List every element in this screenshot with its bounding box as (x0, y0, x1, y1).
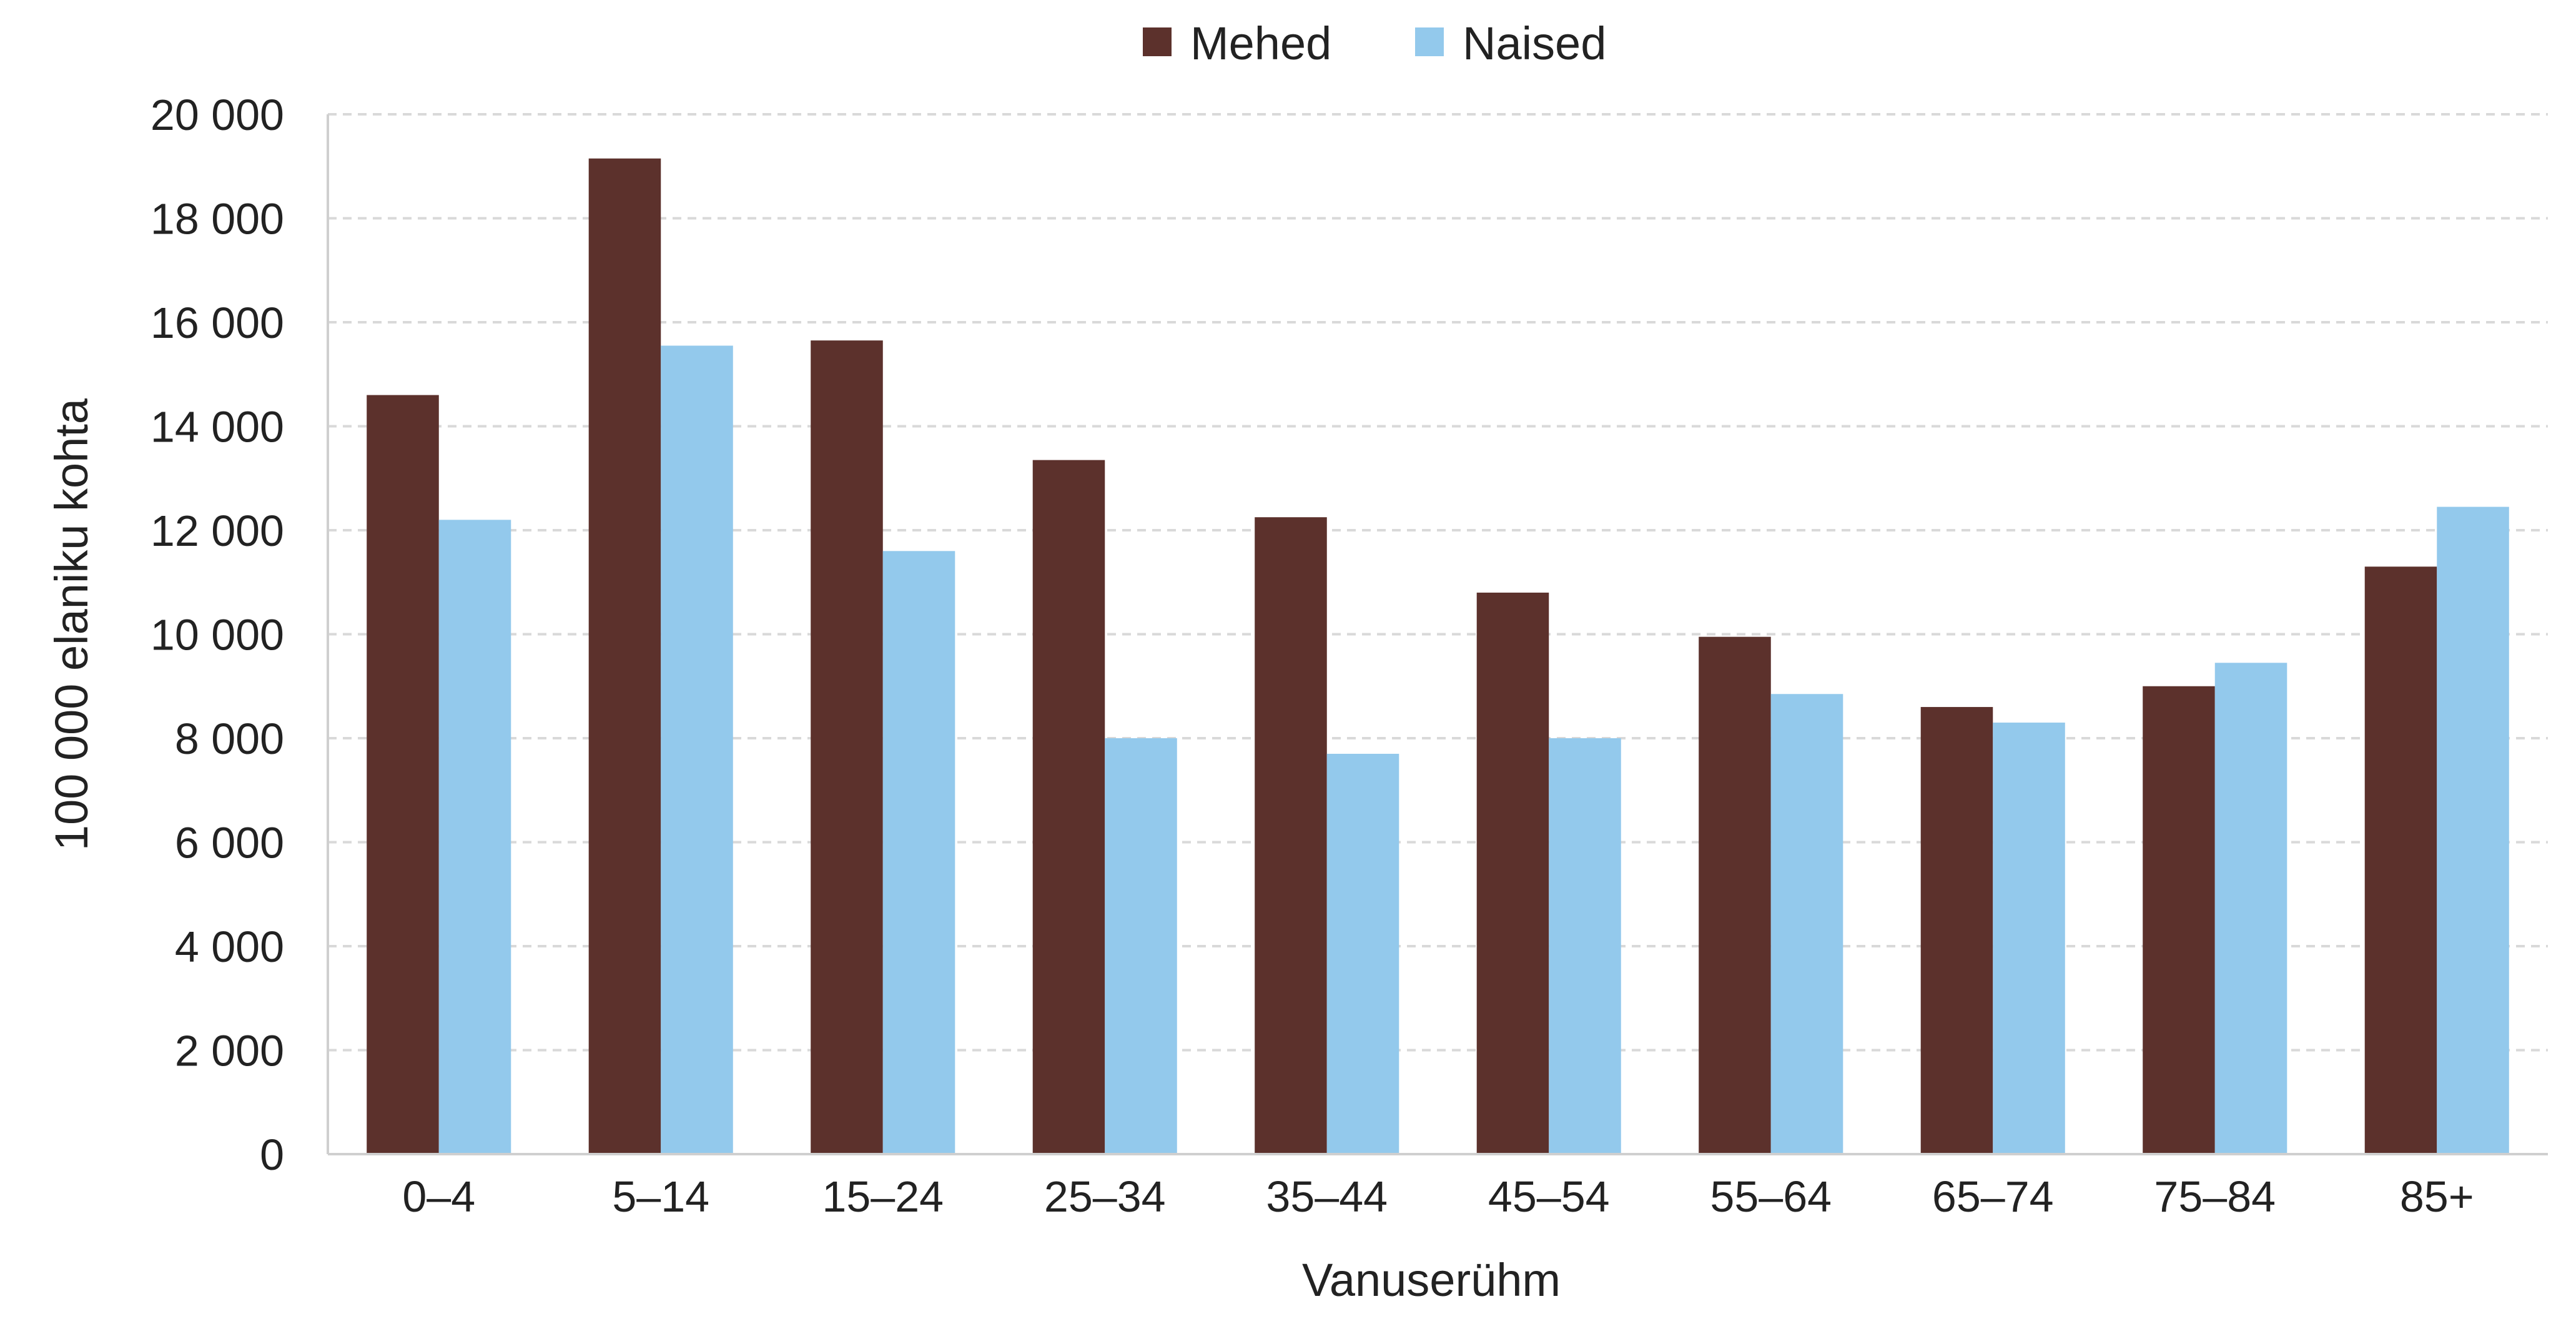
legend-swatch-mehed (1143, 27, 1172, 56)
legend-swatch-naised (1415, 27, 1444, 56)
bar-mehed-2 (811, 340, 883, 1155)
y-axis-title: 100 000 elaniku kohta (46, 398, 97, 851)
legend: Mehed Naised (1143, 17, 1606, 69)
y-tick-label: 2 000 (175, 1027, 284, 1075)
x-tick-label: 75–84 (2154, 1172, 2276, 1221)
bar-naised-9 (2437, 506, 2509, 1154)
bar-naised-0 (438, 520, 511, 1154)
x-tick-label: 65–74 (1932, 1172, 2054, 1221)
bar-naised-4 (1326, 753, 1399, 1154)
x-tick-label: 45–54 (1488, 1172, 1610, 1221)
x-tick-labels: 0–4 5–14 15–24 25–34 35–44 45–54 55–64 65–74 75–… (402, 1172, 2474, 1221)
bar-naised-1 (661, 345, 733, 1154)
bar-mehed-7 (1920, 707, 1993, 1154)
x-tick-label: 55–64 (1710, 1172, 1832, 1221)
x-tick-label: 15–24 (822, 1172, 944, 1221)
bars (367, 158, 2509, 1155)
bar-naised-2 (882, 551, 955, 1154)
bar-mehed-3 (1032, 460, 1105, 1154)
bar-naised-3 (1105, 738, 1177, 1154)
x-tick-label: 0–4 (402, 1172, 475, 1221)
x-axis-title: Vanuserühm (1302, 1254, 1561, 1306)
bar-mehed-0 (367, 395, 439, 1154)
y-tick-label: 20 000 (151, 91, 284, 139)
x-tick-label: 85+ (2400, 1172, 2474, 1221)
bar-mehed-9 (2364, 566, 2437, 1154)
bar-naised-8 (2214, 663, 2287, 1154)
bar-mehed-8 (2143, 686, 2215, 1154)
y-tick-label: 4 000 (175, 922, 284, 971)
bar-naised-5 (1549, 738, 1621, 1154)
bar-mehed-1 (588, 158, 661, 1155)
y-tick-label: 12 000 (151, 506, 284, 555)
y-tick-label: 18 000 (151, 195, 284, 244)
y-tick-label: 10 000 (151, 611, 284, 660)
axes (327, 114, 2548, 1155)
x-tick-label: 5–14 (612, 1172, 709, 1221)
bar-naised-6 (1770, 694, 1843, 1154)
bar-naised-7 (1993, 723, 2065, 1154)
y-tick-labels: 0 2 000 4 000 6 000 8 000 10 000 12 000 14 000 1… (151, 91, 284, 1179)
y-tick-label: 16 000 (151, 299, 284, 347)
legend-label-mehed: Mehed (1190, 17, 1331, 69)
bar-mehed-5 (1476, 592, 1549, 1154)
y-tick-label: 6 000 (175, 819, 284, 867)
bar-mehed-6 (1699, 636, 1771, 1154)
x-tick-label: 25–34 (1044, 1172, 1166, 1221)
y-tick-label: 8 000 (175, 714, 284, 763)
x-tick-label: 35–44 (1266, 1172, 1388, 1221)
y-tick-label: 14 000 (151, 403, 284, 452)
bar-mehed-4 (1255, 517, 1327, 1154)
legend-label-naised: Naised (1463, 17, 1606, 69)
y-tick-label: 0 (260, 1130, 284, 1179)
